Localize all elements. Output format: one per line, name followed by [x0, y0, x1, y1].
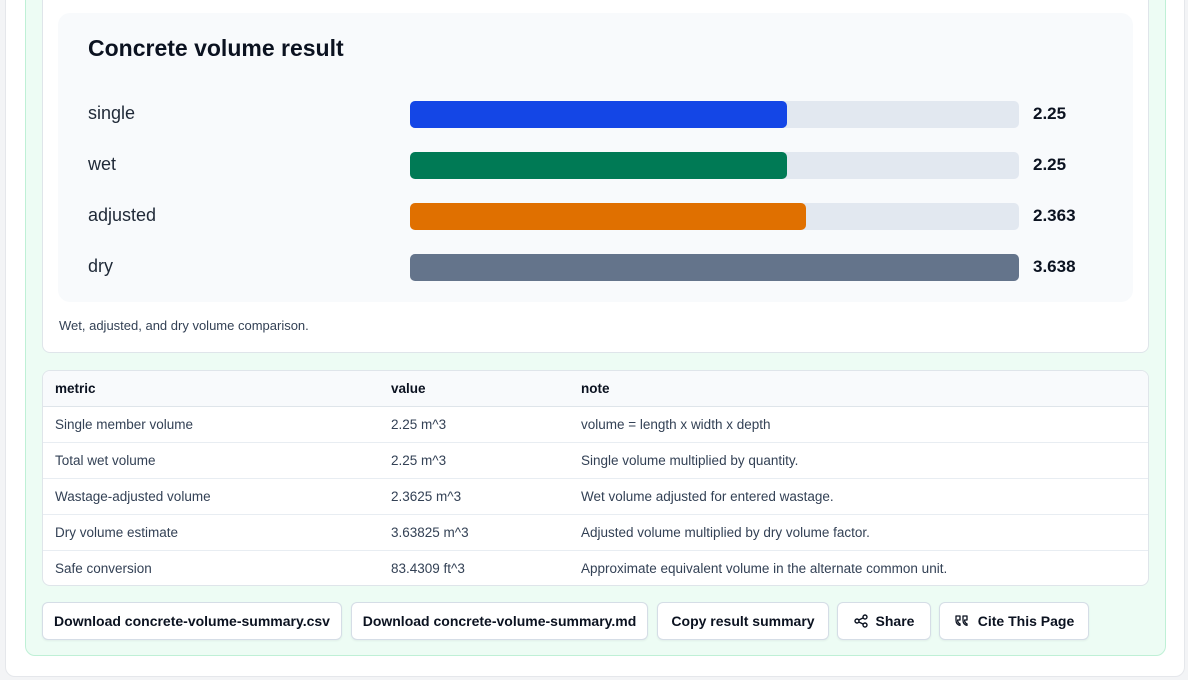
- bar-row: dry 3.638: [88, 254, 1098, 282]
- results-table-card: metric value note Single member volume 2…: [42, 370, 1149, 586]
- column-header-metric: metric: [43, 371, 379, 407]
- bar-value-label: 3.638: [1033, 257, 1076, 276]
- cell-metric: Wastage-adjusted volume: [43, 478, 379, 515]
- cell-metric: Safe conversion: [55, 561, 152, 576]
- table-row: Safe conversion 83.4309 ft^3 Approximate…: [43, 551, 1148, 586]
- chart-caption: Wet, adjusted, and dry volume comparison…: [59, 318, 309, 333]
- bar-value-label: 2.25: [1033, 104, 1067, 123]
- cell-note: volume = length x width x depth: [569, 406, 1148, 443]
- bar-label: single: [88, 103, 136, 123]
- bar-label: adjusted: [88, 205, 157, 225]
- bar-fill: [410, 101, 787, 128]
- download-csv-button[interactable]: Download concrete-volume-summary.csv: [42, 602, 342, 640]
- column-header-value: value: [379, 371, 569, 407]
- cell-note: Wet volume adjusted for entered wastage.: [569, 478, 1148, 515]
- cell-metric: Single member volume: [43, 406, 379, 443]
- cell-note: Single volume multiplied by quantity.: [569, 442, 1148, 479]
- table-row: Total wet volume 2.25 m^3 Single volume …: [43, 442, 1148, 479]
- share-icon: [853, 614, 868, 628]
- bar-row: wet 2.25: [88, 152, 1098, 180]
- table-row: Wastage-adjusted volume 2.3625 m^3 Wet v…: [43, 478, 1148, 515]
- cell-value: 2.25 m^3: [379, 442, 569, 479]
- results-table: metric value note Single member volume 2…: [43, 371, 1148, 586]
- bar-value-label: 2.25: [1033, 155, 1067, 174]
- cell-value: 83.4309 ft^3: [391, 561, 465, 576]
- cite-button[interactable]: Cite This Page: [939, 602, 1089, 640]
- copy-summary-button[interactable]: Copy result summary: [657, 602, 829, 640]
- table-row: Single member volume 2.25 m^3 volume = l…: [43, 406, 1148, 443]
- bar-track: [410, 203, 1019, 230]
- bar-row: single 2.25: [88, 101, 1098, 129]
- bar-label: wet: [88, 154, 117, 174]
- download-md-label: Download concrete-volume-summary.md: [362, 613, 637, 629]
- column-header-note: note: [569, 371, 1148, 407]
- cell-value: 2.3625 m^3: [379, 478, 569, 515]
- share-label: Share: [875, 613, 915, 629]
- bar-label: dry: [88, 256, 114, 276]
- cite-label: Cite This Page: [977, 613, 1075, 629]
- table-header-row: metric value note: [43, 371, 1148, 407]
- bar-fill: [410, 152, 787, 179]
- bar-value-label: 2.363: [1033, 206, 1076, 225]
- download-md-button[interactable]: Download concrete-volume-summary.md: [351, 602, 648, 640]
- copy-summary-label: Copy result summary: [671, 613, 815, 629]
- table-row: Dry volume estimate 3.63825 m^3 Adjusted…: [43, 514, 1148, 551]
- chart-title: Concrete volume result: [88, 35, 344, 61]
- cell-metric: Total wet volume: [43, 442, 379, 479]
- bar-fill: [410, 254, 1019, 281]
- bar-fill: [410, 203, 806, 230]
- share-button[interactable]: Share: [837, 602, 931, 640]
- cell-value: 3.63825 m^3: [379, 514, 569, 551]
- cell-note: Adjusted volume multiplied by dry volume…: [569, 514, 1148, 551]
- bar-track: [410, 254, 1019, 281]
- cell-value: 2.25 m^3: [379, 406, 569, 443]
- bar-track: [410, 101, 1019, 128]
- cell-note: Approximate equivalent volume in the alt…: [581, 561, 948, 576]
- bar-track: [410, 152, 1019, 179]
- cell-metric: Dry volume estimate: [43, 514, 379, 551]
- bar-row: adjusted 2.363: [88, 203, 1098, 231]
- quote-icon: [954, 614, 970, 628]
- download-csv-label: Download concrete-volume-summary.csv: [54, 613, 330, 629]
